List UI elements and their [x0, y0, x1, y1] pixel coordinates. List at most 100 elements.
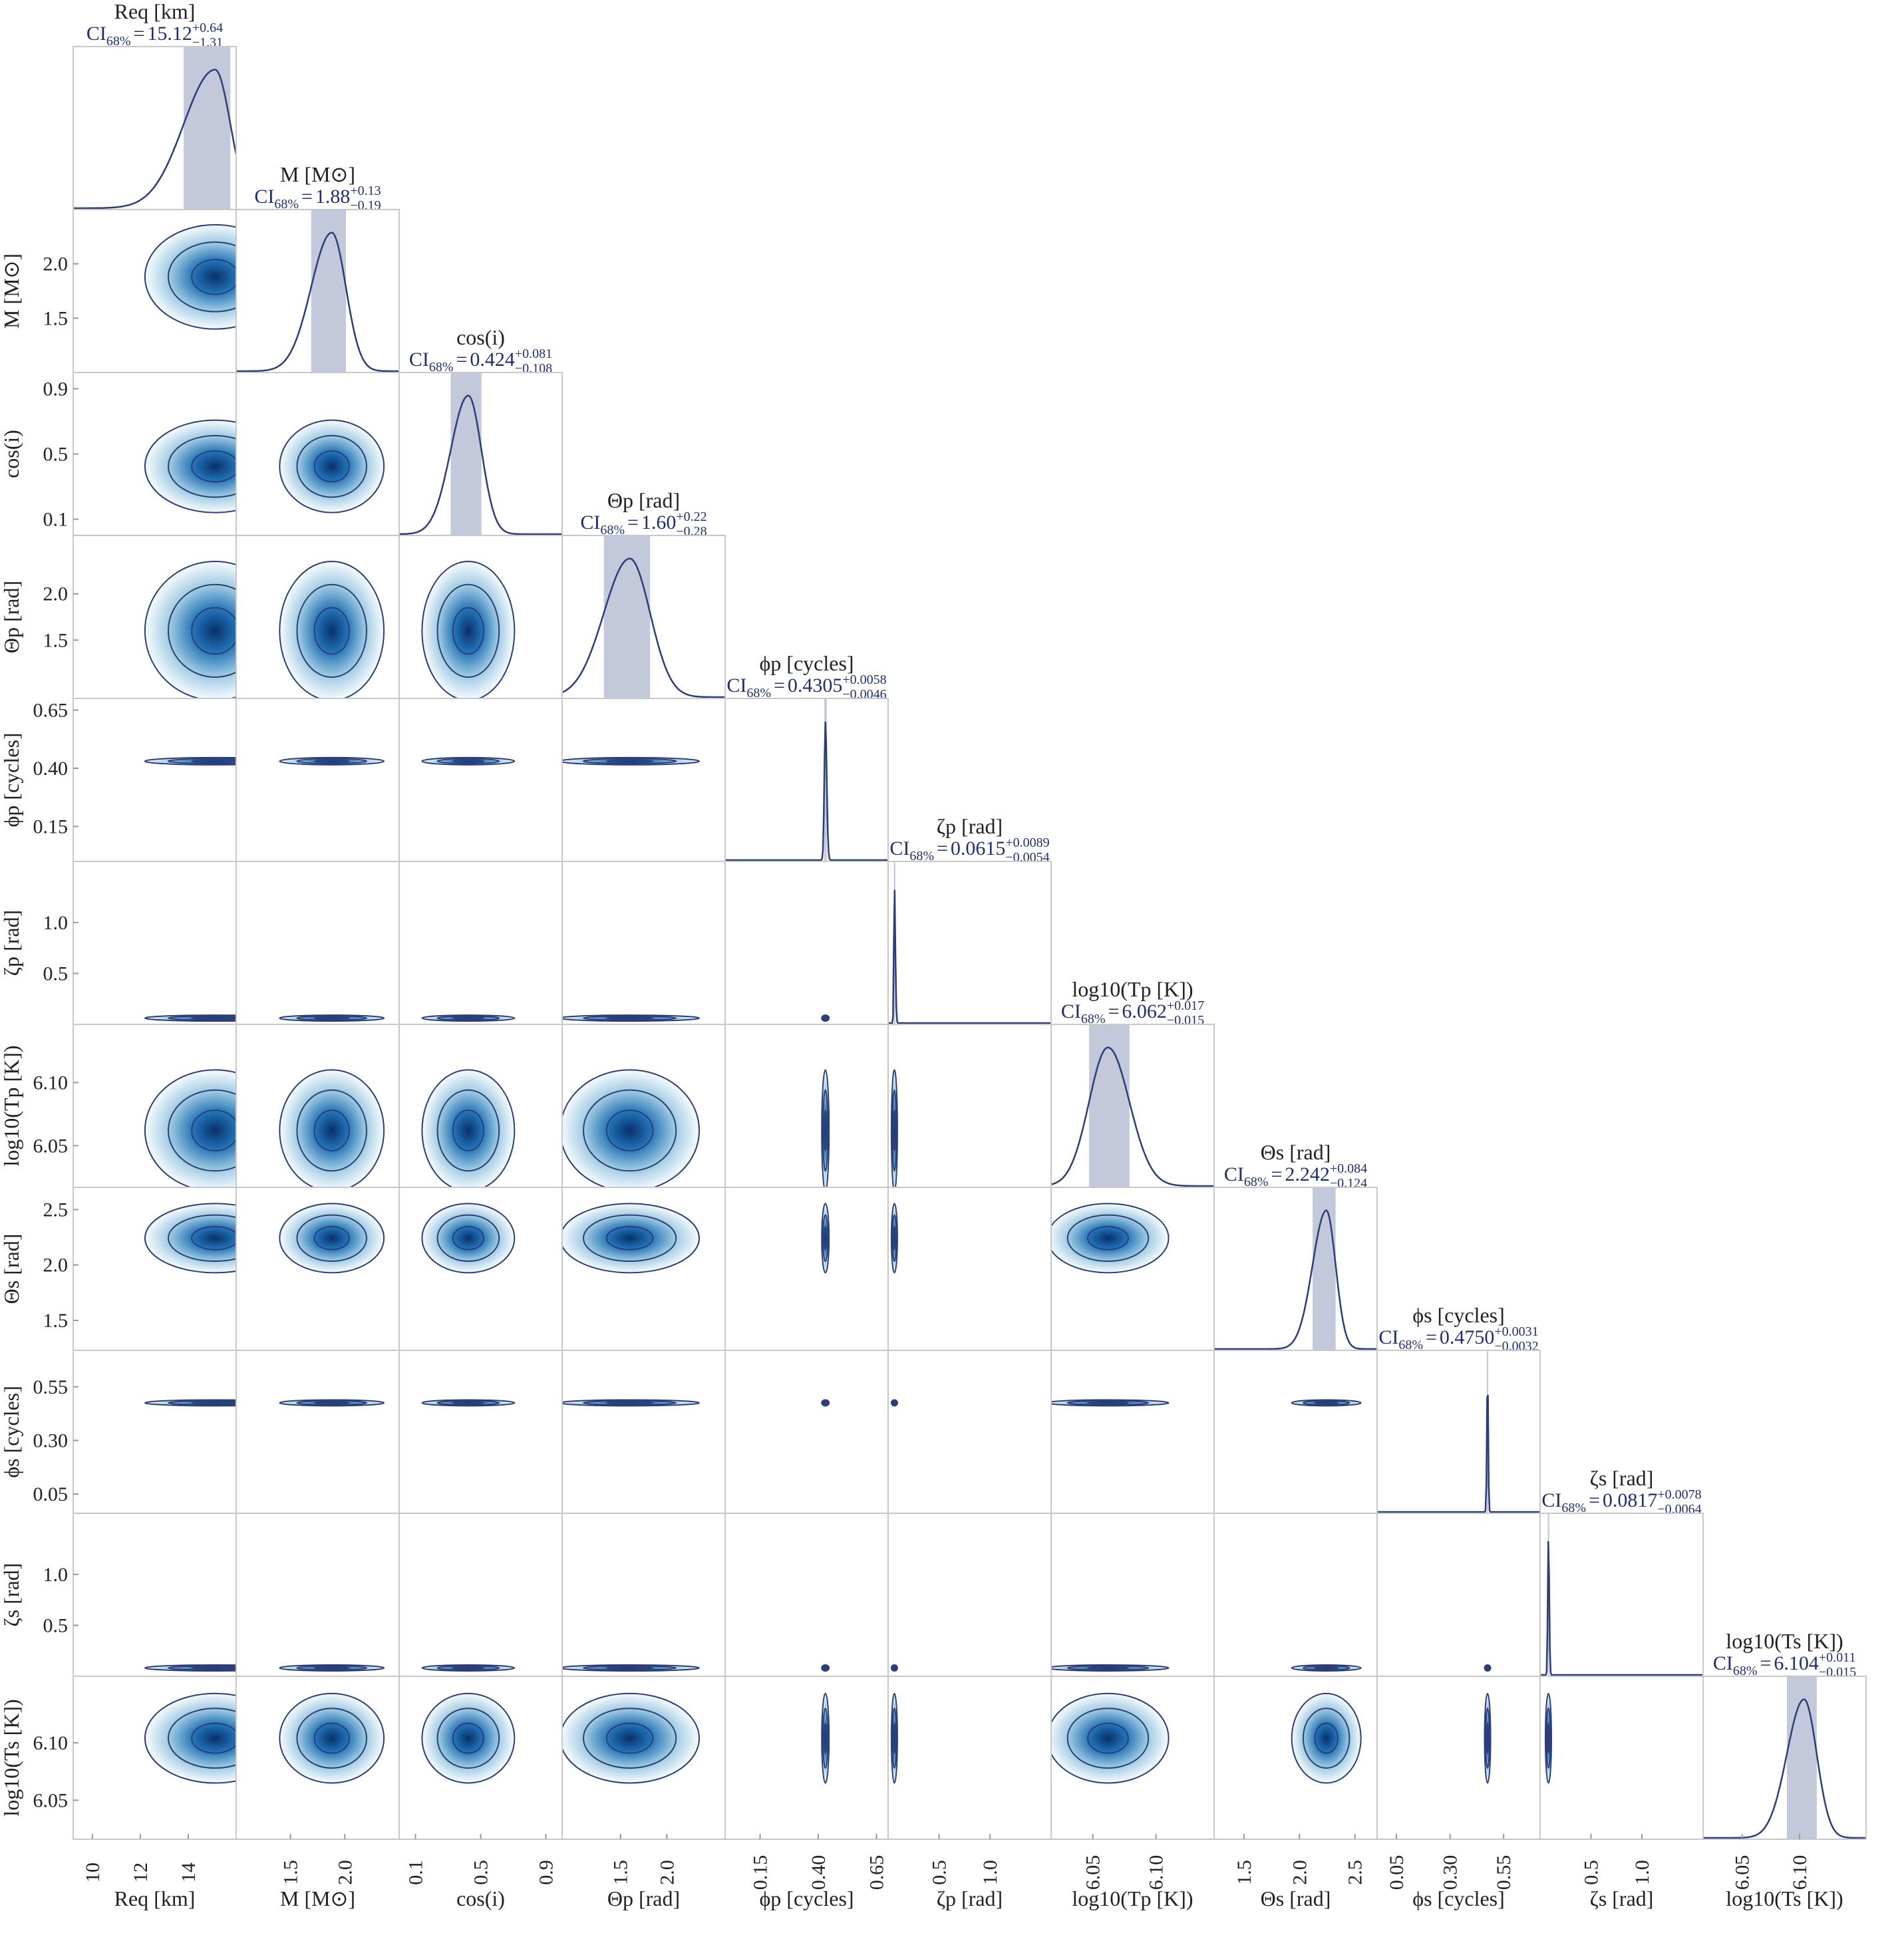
cell-frame: [1376, 1676, 1541, 1840]
contour: [1051, 1664, 1170, 1672]
contour: [821, 1399, 830, 1407]
contour: [436, 1015, 500, 1021]
contour: [1545, 1708, 1551, 1769]
contour: [296, 758, 368, 764]
cell: [144, 1014, 236, 1022]
cell: [279, 419, 385, 514]
cell-frame: [724, 861, 889, 1025]
y-tick-label: 0.65: [33, 700, 69, 722]
ci-title: CI68% = 0.4305+0.0058 −0.0046: [726, 672, 886, 702]
param-title: log10(Ts [K]): [1726, 1629, 1843, 1653]
y-tick-label: 2.0: [43, 1255, 69, 1276]
contour: [583, 1015, 677, 1021]
density: [144, 1070, 236, 1187]
contour: [1051, 1692, 1170, 1784]
y-tick-label: 6.05: [33, 1135, 69, 1157]
cell: [890, 1203, 898, 1274]
contour: [1314, 1666, 1339, 1670]
contour: [823, 1016, 828, 1020]
cell: [1051, 1664, 1170, 1672]
x-tick-label: 1.0: [1631, 1860, 1653, 1885]
ci-equals: =: [774, 674, 785, 696]
x-axis-label: ϕs [cycles]: [1412, 1886, 1505, 1910]
y-tick-label: 0.5: [43, 1614, 69, 1636]
cell: [562, 1203, 700, 1274]
cell-frame: [1539, 1676, 1704, 1840]
x-axis-label: Θs [rad]: [1261, 1886, 1331, 1910]
density: [562, 1693, 699, 1783]
cell: [1051, 1692, 1170, 1784]
cell: [821, 1692, 830, 1784]
ci-minus: −0.28: [676, 524, 707, 539]
density: [422, 1693, 515, 1783]
cell-frame: [398, 861, 563, 1025]
cell: [421, 1069, 516, 1187]
cell-frame: [724, 1350, 889, 1514]
ci-plus: +0.64: [192, 21, 223, 35]
y-axis-label: ζp [rad]: [0, 910, 23, 976]
contour: [1066, 1708, 1150, 1769]
ci-minus: −0.0046: [842, 687, 886, 702]
density: [422, 561, 515, 698]
contour: [821, 1069, 830, 1187]
y-axis-label: Θs [rad]: [0, 1234, 23, 1304]
cell: [1291, 1692, 1362, 1784]
cell-frame: [73, 1350, 237, 1514]
contour: [313, 1226, 350, 1251]
cell: [1545, 1692, 1553, 1784]
ci-sub: 68%: [1244, 1175, 1269, 1189]
cell-frame: [73, 698, 237, 862]
cell: [421, 1203, 516, 1274]
ci-title: CI68% = 0.424+0.081 −0.108: [409, 347, 552, 376]
cell-frame: [724, 1187, 889, 1351]
ci-median: 0.4750: [1440, 1326, 1495, 1348]
x-tick-label: 0.40: [808, 1855, 830, 1890]
x-tick-label: 0.55: [1493, 1855, 1515, 1890]
cell: [821, 1399, 830, 1407]
ci-median: 6.062: [1122, 1000, 1167, 1022]
posterior-curve: [1540, 1541, 1703, 1676]
cell: [144, 224, 236, 330]
contour: [436, 583, 500, 678]
contour: [891, 1214, 897, 1263]
y-axis-label: ϕp [cycles]: [0, 732, 23, 827]
contour: [313, 1401, 350, 1405]
x-tick-label: 6.10: [1789, 1855, 1811, 1890]
ci-equals: =: [133, 23, 144, 45]
density: [144, 1693, 236, 1783]
contour: [1066, 1400, 1150, 1406]
x-tick-label: 2.5: [1345, 1860, 1366, 1885]
x-tick-label: 1.5: [280, 1860, 302, 1885]
density: [422, 1203, 515, 1273]
contour: [144, 561, 236, 698]
y-tick-label: 6.05: [33, 1789, 69, 1811]
contour: [144, 756, 236, 766]
contour: [1087, 1722, 1129, 1754]
cell-frame: [1050, 1350, 1215, 1514]
x-tick-label: 10: [82, 1863, 104, 1882]
contour: [168, 1665, 236, 1671]
cell-frame: [236, 861, 400, 1025]
density: [279, 420, 385, 513]
cell-frame: [561, 1350, 726, 1514]
contour: [1291, 1664, 1362, 1672]
contour: [191, 1722, 236, 1754]
ci-plus: +0.011: [1819, 1650, 1856, 1665]
contour: [583, 1089, 677, 1172]
contour: [1486, 1722, 1490, 1754]
ci-prefix: CI: [1061, 1000, 1081, 1022]
contour: [1051, 1203, 1170, 1274]
cell-frame: [1213, 1513, 1378, 1677]
cell-frame: [236, 1513, 400, 1677]
y-tick-label: 1.0: [43, 912, 69, 934]
cell-frame: [1213, 1350, 1378, 1514]
contour: [452, 1016, 485, 1020]
cell: [144, 1664, 236, 1672]
ci-sub: 68%: [1733, 1664, 1758, 1678]
cell-frame: [1050, 1024, 1215, 1188]
y-tick-label: 2.0: [43, 253, 69, 275]
x-tick-label: 0.15: [750, 1855, 772, 1890]
ci-sub: 68%: [600, 523, 625, 537]
ci-plus: +0.0058: [842, 672, 886, 687]
